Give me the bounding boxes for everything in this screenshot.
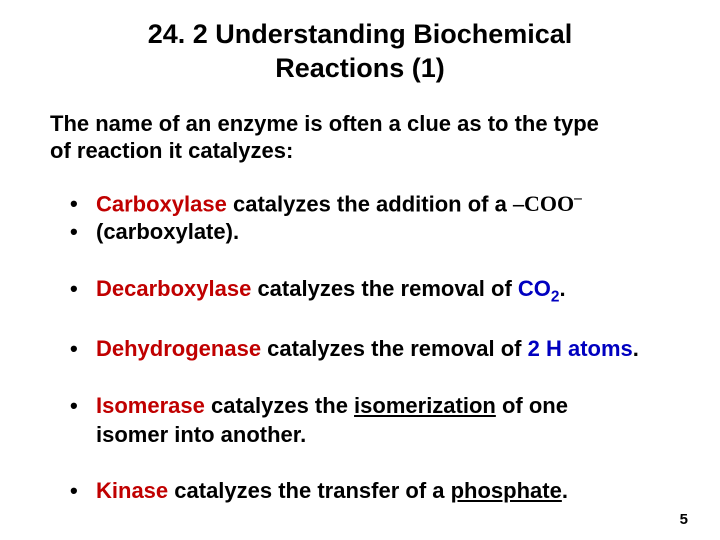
list-item: • Carboxylase catalyzes the addition of … xyxy=(70,189,670,219)
underlined-term: phosphate xyxy=(451,478,562,503)
bullet-list: • Carboxylase catalyzes the addition of … xyxy=(40,189,680,506)
bullet-group-decarboxylase: • Decarboxylase catalyzes the removal of… xyxy=(70,275,670,307)
enzyme-name: Decarboxylase xyxy=(96,276,251,301)
page-number: 5 xyxy=(680,511,688,528)
enzyme-name: Carboxylase xyxy=(96,191,227,216)
intro-line2: of reaction it catalyzes: xyxy=(50,138,293,163)
bullet-group-isomerase: • Isomerase catalyzes the isomerization … xyxy=(70,392,670,449)
bullet-text: Kinase catalyzes the transfer of a phosp… xyxy=(96,477,670,506)
bullet-group-carboxylase: • Carboxylase catalyzes the addition of … xyxy=(70,189,670,248)
list-item: • (carboxylate). xyxy=(70,218,670,247)
bullet-icon: • xyxy=(70,335,96,364)
enzyme-name: Kinase xyxy=(96,478,168,503)
title-line1: 24. 2 Understanding Biochemical xyxy=(148,19,573,49)
list-item: • Kinase catalyzes the transfer of a pho… xyxy=(70,477,670,506)
enzyme-name: Dehydrogenase xyxy=(96,336,261,361)
enzyme-name: Isomerase xyxy=(96,393,205,418)
bullet-text: Decarboxylase catalyzes the removal of C… xyxy=(96,275,670,307)
bullet-text: Carboxylase catalyzes the addition of a … xyxy=(96,189,670,219)
bullet-icon: • xyxy=(70,218,96,247)
intro-line1: The name of an enzyme is often a clue as… xyxy=(50,111,599,136)
chemical-product: 2 H atoms xyxy=(528,336,633,361)
list-item: • Decarboxylase catalyzes the removal of… xyxy=(70,275,670,307)
bullet-text: Dehydrogenase catalyzes the removal of 2… xyxy=(96,335,670,364)
bullet-group-dehydrogenase: • Dehydrogenase catalyzes the removal of… xyxy=(70,335,670,364)
list-item: • Dehydrogenase catalyzes the removal of… xyxy=(70,335,670,364)
chemical-formula: –COO– xyxy=(513,191,582,216)
list-item: • Isomerase catalyzes the isomerization … xyxy=(70,392,670,449)
chemical-product: CO2 xyxy=(518,276,560,301)
underlined-term: isomerization xyxy=(354,393,496,418)
bullet-text: (carboxylate). xyxy=(96,218,670,247)
bullet-text: Isomerase catalyzes the isomerization of… xyxy=(96,392,670,449)
title-line2: Reactions (1) xyxy=(275,53,445,83)
intro-text: The name of an enzyme is often a clue as… xyxy=(40,110,680,165)
bullet-group-kinase: • Kinase catalyzes the transfer of a pho… xyxy=(70,477,670,506)
bullet-icon: • xyxy=(70,190,96,219)
bullet-icon: • xyxy=(70,392,96,421)
bullet-icon: • xyxy=(70,275,96,304)
slide-title: 24. 2 Understanding Biochemical Reaction… xyxy=(40,18,680,86)
bullet-icon: • xyxy=(70,477,96,506)
